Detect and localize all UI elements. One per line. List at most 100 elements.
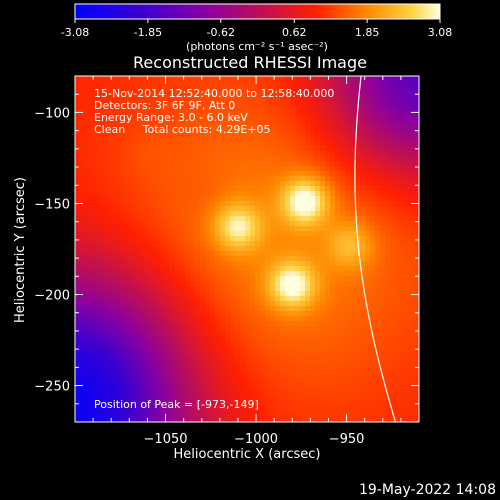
heatmap-cell bbox=[110, 396, 116, 402]
heatmap-cell bbox=[220, 101, 226, 107]
heatmap-cell bbox=[270, 191, 276, 197]
heatmap-cell bbox=[380, 116, 386, 122]
heatmap-cell bbox=[80, 91, 86, 97]
heatmap-cell bbox=[210, 331, 216, 337]
heatmap-cell bbox=[185, 76, 191, 82]
heatmap-cell bbox=[180, 356, 186, 362]
heatmap-cell bbox=[285, 211, 291, 217]
heatmap-cell bbox=[300, 261, 306, 267]
heatmap-cell bbox=[315, 106, 321, 112]
heatmap-cell bbox=[285, 176, 291, 182]
heatmap-cell bbox=[80, 211, 86, 217]
heatmap-cell bbox=[385, 86, 391, 92]
heatmap-cell bbox=[305, 321, 311, 327]
heatmap-cell bbox=[135, 171, 141, 177]
heatmap-cell bbox=[160, 336, 166, 342]
heatmap-cell bbox=[250, 321, 256, 327]
heatmap-cell bbox=[300, 331, 306, 337]
heatmap-cell bbox=[350, 221, 356, 227]
heatmap-cell bbox=[300, 381, 306, 387]
heatmap-cell bbox=[160, 231, 166, 237]
heatmap-cell bbox=[320, 76, 326, 82]
heatmap-cell bbox=[230, 81, 236, 87]
heatmap-cell bbox=[405, 186, 411, 192]
heatmap-cell bbox=[240, 241, 246, 247]
heatmap-cell bbox=[410, 136, 416, 142]
heatmap-cell bbox=[240, 111, 246, 117]
heatmap-cell bbox=[335, 361, 341, 367]
heatmap-cell bbox=[185, 281, 191, 287]
heatmap-cell bbox=[320, 181, 326, 187]
heatmap-cell bbox=[230, 221, 236, 227]
heatmap-cell bbox=[230, 216, 236, 222]
heatmap-cell bbox=[140, 406, 146, 412]
heatmap-cell bbox=[405, 176, 411, 182]
heatmap-cell bbox=[305, 331, 311, 337]
heatmap-cell bbox=[315, 336, 321, 342]
heatmap-cell bbox=[250, 96, 256, 102]
heatmap-cell bbox=[350, 276, 356, 282]
heatmap-cell bbox=[220, 266, 226, 272]
heatmap-cell bbox=[305, 271, 311, 277]
heatmap-cell bbox=[415, 226, 419, 232]
heatmap-cell bbox=[370, 231, 376, 237]
heatmap-cell bbox=[165, 241, 171, 247]
heatmap-cell bbox=[275, 146, 281, 152]
heatmap-cell bbox=[305, 281, 311, 287]
heatmap-cell bbox=[290, 241, 296, 247]
heatmap-cell bbox=[415, 311, 419, 317]
heatmap-cell bbox=[145, 246, 151, 252]
heatmap-cell bbox=[310, 386, 316, 392]
heatmap-cell bbox=[90, 346, 96, 352]
heatmap-cell bbox=[275, 416, 281, 422]
heatmap-cell bbox=[95, 281, 101, 287]
heatmap-cell bbox=[130, 161, 136, 167]
heatmap-cell bbox=[155, 196, 161, 202]
heatmap-cell bbox=[210, 141, 216, 147]
heatmap-cell bbox=[200, 136, 206, 142]
heatmap-cell bbox=[345, 366, 351, 372]
heatmap-cell bbox=[310, 251, 316, 257]
heatmap-cell bbox=[225, 236, 231, 242]
heatmap-cell bbox=[95, 231, 101, 237]
heatmap-cell bbox=[225, 391, 231, 397]
heatmap-cell bbox=[330, 126, 336, 132]
heatmap-cell bbox=[80, 286, 86, 292]
heatmap-cell bbox=[385, 111, 391, 117]
heatmap-cell bbox=[395, 321, 401, 327]
heatmap-cell bbox=[290, 351, 296, 357]
heatmap-cell bbox=[345, 126, 351, 132]
heatmap-cell bbox=[115, 186, 121, 192]
heatmap-cell bbox=[165, 346, 171, 352]
heatmap-cell bbox=[375, 336, 381, 342]
heatmap-cell bbox=[255, 181, 261, 187]
heatmap-cell bbox=[130, 256, 136, 262]
heatmap-cell bbox=[295, 161, 301, 167]
heatmap-cell bbox=[100, 276, 106, 282]
heatmap-cell bbox=[275, 301, 281, 307]
heatmap-cell bbox=[90, 266, 96, 272]
heatmap-cell bbox=[210, 336, 216, 342]
heatmap-cell bbox=[345, 191, 351, 197]
heatmap-cell bbox=[405, 311, 411, 317]
heatmap-cell bbox=[345, 181, 351, 187]
heatmap-cell bbox=[90, 291, 96, 297]
heatmap-cell bbox=[365, 191, 371, 197]
heatmap-cell bbox=[90, 361, 96, 367]
heatmap-cell bbox=[125, 216, 131, 222]
heatmap-cell bbox=[275, 251, 281, 257]
heatmap-cell bbox=[330, 366, 336, 372]
heatmap-cell bbox=[95, 336, 101, 342]
heatmap-cell bbox=[320, 141, 326, 147]
heatmap-cell bbox=[90, 261, 96, 267]
heatmap-cell bbox=[255, 361, 261, 367]
heatmap-cell bbox=[175, 161, 181, 167]
heatmap-cell bbox=[285, 296, 291, 302]
heatmap-cell bbox=[250, 381, 256, 387]
heatmap-cell bbox=[295, 331, 301, 337]
heatmap-cell bbox=[245, 341, 251, 347]
heatmap-cell bbox=[230, 151, 236, 157]
heatmap-cell bbox=[90, 281, 96, 287]
heatmap-cell bbox=[75, 196, 81, 202]
heatmap-cell bbox=[355, 391, 361, 397]
